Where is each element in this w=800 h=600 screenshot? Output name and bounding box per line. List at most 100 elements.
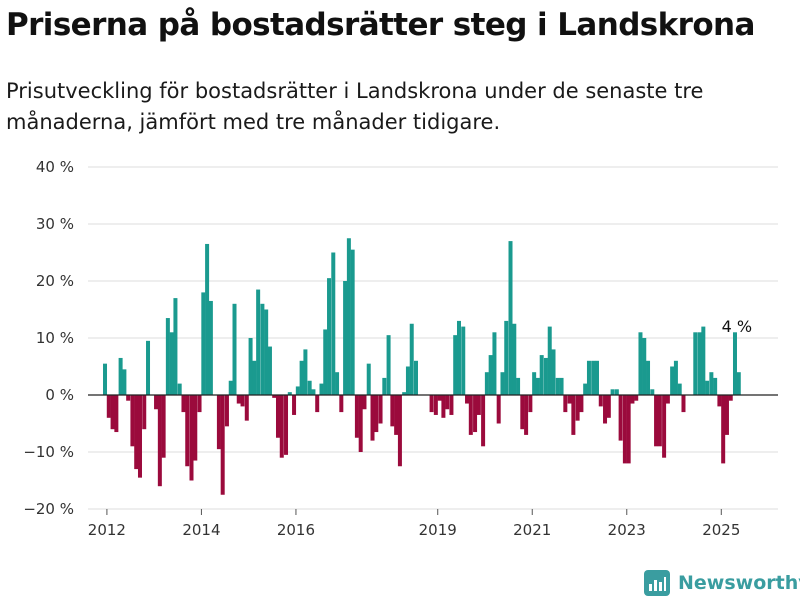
bar <box>516 377 521 395</box>
bar <box>468 395 473 435</box>
bar <box>339 395 344 413</box>
bar <box>303 349 308 395</box>
bar <box>146 340 151 395</box>
bar <box>433 395 438 415</box>
bar <box>437 395 442 401</box>
bar <box>504 320 509 395</box>
bar <box>528 395 533 413</box>
bar <box>236 395 241 404</box>
bar <box>728 395 733 401</box>
bar <box>709 372 714 395</box>
bar <box>665 395 670 404</box>
bar <box>402 392 407 395</box>
bar <box>662 395 667 458</box>
bar <box>650 389 655 395</box>
bar <box>736 372 741 395</box>
bar <box>586 360 591 395</box>
bar <box>126 395 131 401</box>
bar <box>122 369 127 395</box>
bar <box>394 395 399 435</box>
bar <box>240 395 245 407</box>
bar <box>567 395 572 404</box>
bar <box>500 372 505 395</box>
bar <box>142 395 147 430</box>
bar <box>610 389 615 395</box>
bar <box>260 303 265 395</box>
bar <box>358 395 363 452</box>
bar <box>724 395 729 435</box>
x-tick-label: 2014 <box>182 521 220 539</box>
bar <box>717 395 722 407</box>
bar <box>441 395 446 418</box>
bar <box>114 395 119 433</box>
bar <box>315 395 320 413</box>
bar <box>654 395 659 447</box>
bar <box>216 395 221 450</box>
bar <box>524 395 529 435</box>
bar <box>244 395 249 421</box>
bar <box>343 281 348 395</box>
bar <box>205 243 210 395</box>
bar <box>350 249 355 395</box>
bar <box>583 383 588 395</box>
bar <box>535 377 540 395</box>
bar <box>681 395 686 413</box>
bar <box>292 395 297 415</box>
bar <box>646 360 651 395</box>
y-tick-label: 10 % <box>36 329 74 347</box>
bar <box>287 392 292 395</box>
bar <box>579 395 584 413</box>
bar <box>232 303 237 395</box>
bar <box>492 332 497 395</box>
y-tick-label: −10 % <box>23 443 74 461</box>
bar <box>721 395 726 464</box>
bar <box>539 355 544 395</box>
chart-subtitle: Prisutveckling för bostadsrätter i Lands… <box>6 79 704 134</box>
x-tick-label: 2023 <box>608 521 646 539</box>
bar <box>598 395 603 407</box>
bar <box>197 395 202 413</box>
bar <box>161 395 166 458</box>
bar <box>264 309 269 395</box>
bar <box>456 320 461 395</box>
bar <box>397 395 402 467</box>
bar <box>169 332 174 395</box>
bar <box>248 338 253 395</box>
bars <box>103 238 741 495</box>
x-tick-label: 2016 <box>277 521 315 539</box>
newsworthy-logo-icon <box>644 570 670 596</box>
x-axis-ticks: 2012 2014 2016 2019 2021 2023 2025 <box>88 509 740 539</box>
bar <box>638 332 643 395</box>
bar <box>449 395 454 415</box>
bar <box>335 372 340 395</box>
bar <box>630 395 635 404</box>
bar <box>165 318 170 395</box>
bar <box>473 395 478 433</box>
bar <box>311 389 316 395</box>
bar <box>508 241 513 395</box>
bar <box>252 360 257 395</box>
bar <box>256 289 261 395</box>
bar <box>488 355 493 395</box>
bar <box>465 395 470 404</box>
y-axis-ticks: 40 % 30 % 20 % 10 % 0 % −10 % −20 % <box>23 158 74 518</box>
bar <box>484 372 489 395</box>
y-tick-label: 40 % <box>36 158 74 176</box>
bar <box>228 380 233 395</box>
bar <box>445 395 450 410</box>
bar <box>512 323 517 395</box>
y-tick-label: 20 % <box>36 272 74 290</box>
bar <box>563 395 568 413</box>
bar <box>555 377 560 395</box>
bar <box>551 349 556 395</box>
bar <box>224 395 229 427</box>
x-tick-label: 2025 <box>702 521 740 539</box>
bar <box>272 395 277 398</box>
bar <box>284 395 289 455</box>
bar <box>157 395 162 487</box>
bar <box>386 335 391 395</box>
bar <box>677 383 682 395</box>
brand-name: Newsworthy <box>678 572 800 594</box>
bar <box>382 377 387 395</box>
y-tick-label: 30 % <box>36 215 74 233</box>
